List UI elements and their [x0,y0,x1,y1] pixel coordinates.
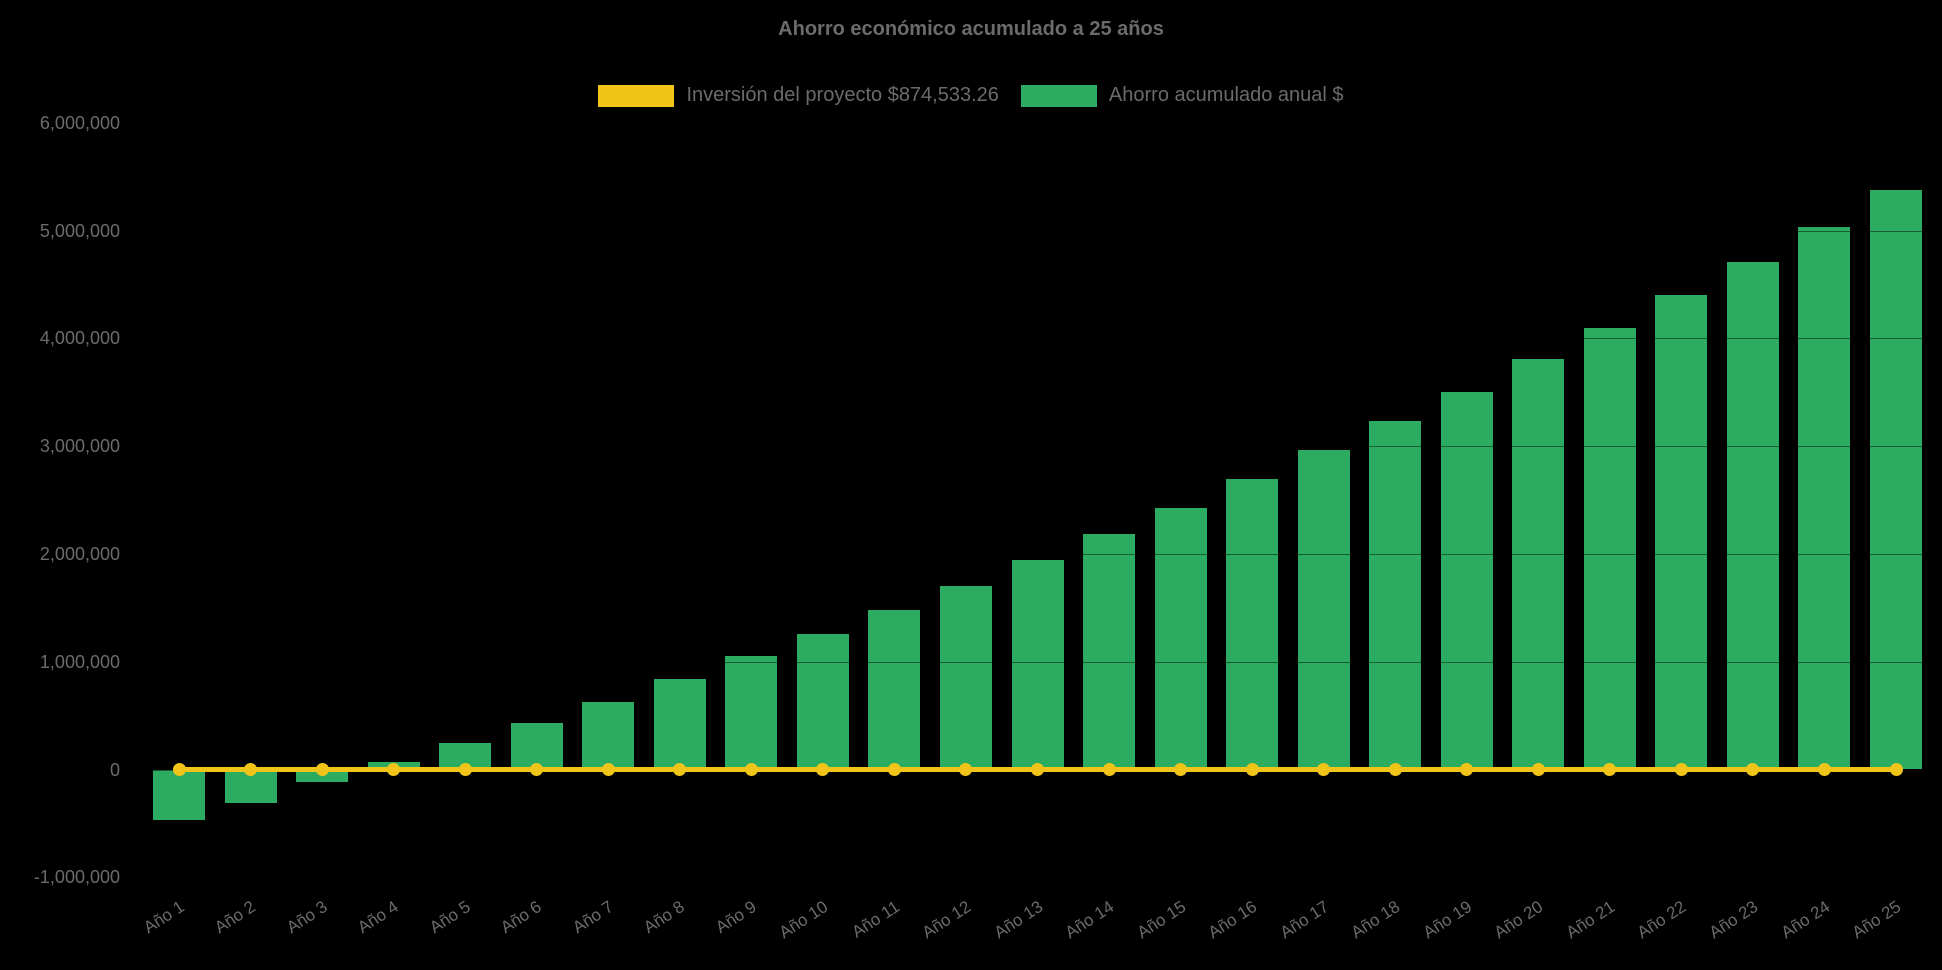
gridline [135,553,1936,555]
investment-line-marker [1245,763,1259,776]
legend-swatch-savings-icon [1020,84,1097,107]
y-tick-label: 4,000,000 [39,328,120,349]
investment-line-marker [601,763,615,776]
savings-bar [153,769,205,821]
savings-bar [1583,327,1636,770]
x-tick-label: Año 17 [1276,897,1333,943]
investment-line-marker [1674,763,1688,776]
gridline [135,230,1936,232]
x-tick-label: Año 6 [497,897,546,938]
savings-bar [1870,189,1922,770]
x-tick-label: Año 7 [568,897,617,938]
savings-bar [939,586,992,770]
investment-line-marker [1603,763,1617,776]
savings-bar [510,722,563,770]
savings-bar [1226,478,1279,770]
investment-line-marker [387,763,401,776]
savings-bar [582,701,635,770]
investment-line-marker [816,763,830,776]
investment-line-marker [1817,763,1831,776]
gridline [135,877,1936,879]
investment-line-marker [1102,763,1116,776]
x-tick-label: Año 9 [712,897,760,938]
x-tick-label: Año 25 [1848,897,1905,943]
y-tick-label: 3,000,000 [39,436,120,457]
investment-line-marker [244,763,258,776]
y-tick-label: 2,000,000 [39,543,120,564]
savings-bar [1369,421,1422,770]
x-tick-label: Año 10 [775,897,832,943]
savings-bar [1440,392,1493,770]
savings-bar [1011,559,1064,770]
savings-bar [868,609,921,770]
investment-line-marker [673,763,687,776]
savings-bar [1083,533,1136,770]
investment-line-marker [1889,763,1903,776]
savings-bar [1726,261,1779,770]
x-tick-label: Año 22 [1634,897,1690,943]
x-tick-label: Año 20 [1491,897,1547,943]
investment-line-marker [315,763,329,776]
investment-line-marker [172,763,186,776]
investment-line-marker [1460,763,1474,776]
savings-bar [1154,508,1207,770]
chart-title: Ahorro económico acumulado a 25 años [778,18,1164,40]
x-tick-label: Año 15 [1133,897,1189,943]
legend-item-investment[interactable]: Inversión del proyecto $874,533.26 [598,84,999,107]
investment-line-marker [530,763,544,776]
x-tick-label: Año 2 [211,897,259,938]
x-tick-label: Año 5 [425,897,474,938]
y-tick-label: 6,000,000 [39,112,120,133]
investment-line-marker [458,763,472,776]
y-tick-label: -1,000,000 [33,867,120,888]
legend-swatch-investment-icon [598,84,675,107]
y-tick-label: 0 [109,759,120,780]
x-tick-label: Año 14 [1061,897,1118,943]
investment-line-marker [959,763,973,776]
x-tick-label: Año 24 [1777,897,1833,943]
x-tick-label: Año 19 [1419,897,1476,943]
gridline [135,661,1936,663]
x-tick-label: Año 8 [640,897,689,938]
legend: Inversión del proyecto $874,533.26 Ahorr… [0,84,1942,107]
savings-bar [653,678,706,770]
y-tick-label: 1,000,000 [39,651,120,672]
investment-line-marker [1174,763,1188,776]
y-tick-label: 5,000,000 [39,220,120,241]
legend-item-savings[interactable]: Ahorro acumulado anual $ [1020,84,1344,107]
savings-bar [1798,226,1851,770]
investment-line-marker [1317,763,1331,776]
savings-bar [1655,294,1708,770]
x-tick-label: Año 21 [1562,897,1619,943]
legend-label-investment: Inversión del proyecto $874,533.26 [686,84,999,106]
x-tick-label: Año 16 [1204,897,1261,943]
investment-line-marker [1531,763,1545,776]
legend-label-savings: Ahorro acumulado anual $ [1108,84,1344,106]
savings-bar [1512,359,1565,770]
gridline [135,338,1936,340]
gridline [135,446,1936,448]
x-tick-label: Año 18 [1348,897,1404,943]
x-tick-label: Año 12 [918,897,975,943]
savings-bar [796,633,849,770]
savings-bar [725,656,778,770]
x-tick-label: Año 4 [354,897,402,938]
investment-line-marker [887,763,901,776]
gridline [135,122,1936,124]
x-tick-label: Año 13 [990,897,1046,943]
x-tick-label: Año 11 [848,897,903,942]
investment-line-marker [744,763,758,776]
investment-line-marker [1746,763,1760,776]
x-tick-label: Año 23 [1705,897,1762,943]
x-tick-label: Año 3 [282,897,331,938]
investment-line-marker [1388,763,1402,776]
x-tick-label: Año 1 [139,897,188,938]
savings-bar [1297,450,1350,770]
investment-line-marker [1031,763,1044,776]
